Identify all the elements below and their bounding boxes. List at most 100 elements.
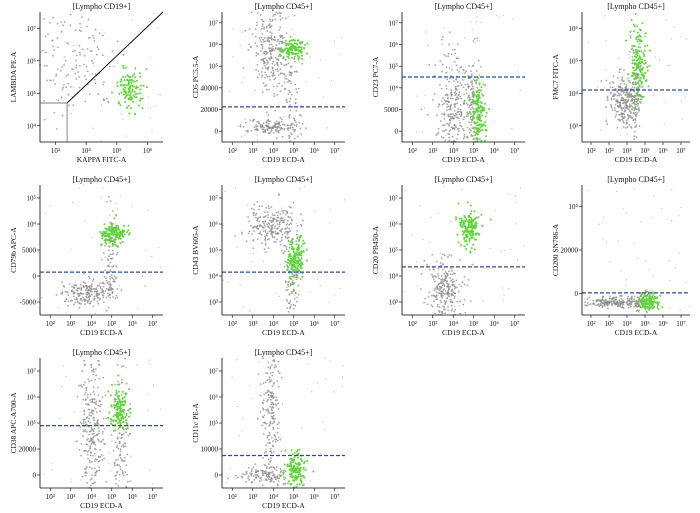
event-dot <box>276 94 278 96</box>
population-dot <box>287 250 290 253</box>
event-dot <box>681 118 683 120</box>
event-dot <box>262 421 265 424</box>
event-dot <box>95 400 98 403</box>
event-dot <box>333 40 336 42</box>
event-dot <box>618 105 621 107</box>
event-dot <box>448 43 450 46</box>
event-dot <box>245 472 248 475</box>
event-dot <box>508 193 510 195</box>
panel-8: [Lympho CD45+]10² 10³ 10⁴ 10⁵ 10⁶ 10⁷02000010… <box>551 175 691 337</box>
x-tick-label: 10² <box>228 147 237 155</box>
event-dot <box>80 422 83 425</box>
event-dot <box>449 97 452 100</box>
event-dot <box>636 257 639 259</box>
population-dot <box>107 234 110 237</box>
event-dot <box>622 80 625 82</box>
event-dot <box>85 293 88 296</box>
population-dot <box>464 240 467 243</box>
event-dot <box>439 282 442 284</box>
event-dot <box>222 224 224 226</box>
event-dot <box>639 98 642 101</box>
population-dot <box>278 48 281 51</box>
event-dot <box>278 11 281 14</box>
event-dot <box>92 442 95 445</box>
population-dot <box>113 406 116 409</box>
population-dot <box>121 403 124 406</box>
event-dot <box>265 444 267 447</box>
population-dot <box>462 233 464 236</box>
population-dot <box>461 223 464 226</box>
event-dot <box>72 86 75 88</box>
event-dot <box>623 82 626 85</box>
event-dot <box>620 295 622 297</box>
event-dot <box>90 443 93 445</box>
event-dot <box>627 295 630 298</box>
event-dot <box>261 45 264 48</box>
population-dot <box>472 90 475 93</box>
event-dot <box>458 283 461 286</box>
event-dot <box>47 33 49 35</box>
event-dot <box>108 264 110 267</box>
event-dot <box>90 363 92 366</box>
event-dot <box>90 285 93 288</box>
event-dot <box>624 127 627 129</box>
event-dot <box>625 104 628 106</box>
event-dot <box>611 95 614 98</box>
event-dot <box>253 212 256 215</box>
event-dot <box>89 430 91 433</box>
event-dot <box>274 13 277 16</box>
population-dot <box>120 381 123 384</box>
event-dot <box>269 59 271 61</box>
population-dot <box>476 124 479 127</box>
event-dot <box>668 260 670 262</box>
event-dot <box>147 409 149 411</box>
event-dot <box>442 280 445 282</box>
event-dot <box>291 275 293 278</box>
event-dot <box>440 136 443 138</box>
event-dot <box>80 479 82 481</box>
event-dot <box>281 228 284 230</box>
event-dot <box>252 466 255 469</box>
event-dot <box>633 135 636 138</box>
event-dot <box>278 29 281 31</box>
event-dot <box>262 260 264 262</box>
population-dot <box>289 43 292 46</box>
event-dot <box>266 75 269 78</box>
event-dot <box>477 59 480 62</box>
event-dot <box>72 287 75 289</box>
event-dot <box>456 101 458 103</box>
event-dot <box>609 82 611 85</box>
event-dot <box>90 288 93 290</box>
event-dot <box>90 437 92 440</box>
event-dot <box>261 472 264 475</box>
population-dot <box>134 113 137 116</box>
event-dot <box>293 124 296 126</box>
population-dot <box>477 114 480 117</box>
event-dot <box>115 482 117 485</box>
green-population <box>466 77 491 143</box>
event-dot <box>79 26 82 28</box>
event-dot <box>242 125 245 128</box>
event-dot <box>244 134 246 137</box>
event-dot <box>448 118 451 121</box>
event-dot <box>447 105 450 107</box>
population-dot <box>123 79 126 82</box>
event-dot <box>83 49 85 51</box>
event-dot <box>94 378 96 381</box>
event-dot <box>448 133 451 136</box>
event-dot <box>426 113 429 116</box>
event-dot <box>271 471 273 474</box>
population-dot <box>477 104 480 107</box>
event-dot <box>604 15 606 17</box>
event-dot <box>623 116 626 119</box>
event-dot <box>56 99 58 101</box>
event-dot <box>295 109 298 112</box>
event-dot <box>71 285 73 288</box>
event-dot <box>616 91 619 93</box>
event-dot <box>262 20 265 23</box>
event-dot <box>88 93 91 95</box>
event-dot <box>274 440 277 443</box>
population-dot <box>134 67 137 70</box>
event-dot <box>277 55 280 58</box>
event-dot <box>117 458 119 461</box>
